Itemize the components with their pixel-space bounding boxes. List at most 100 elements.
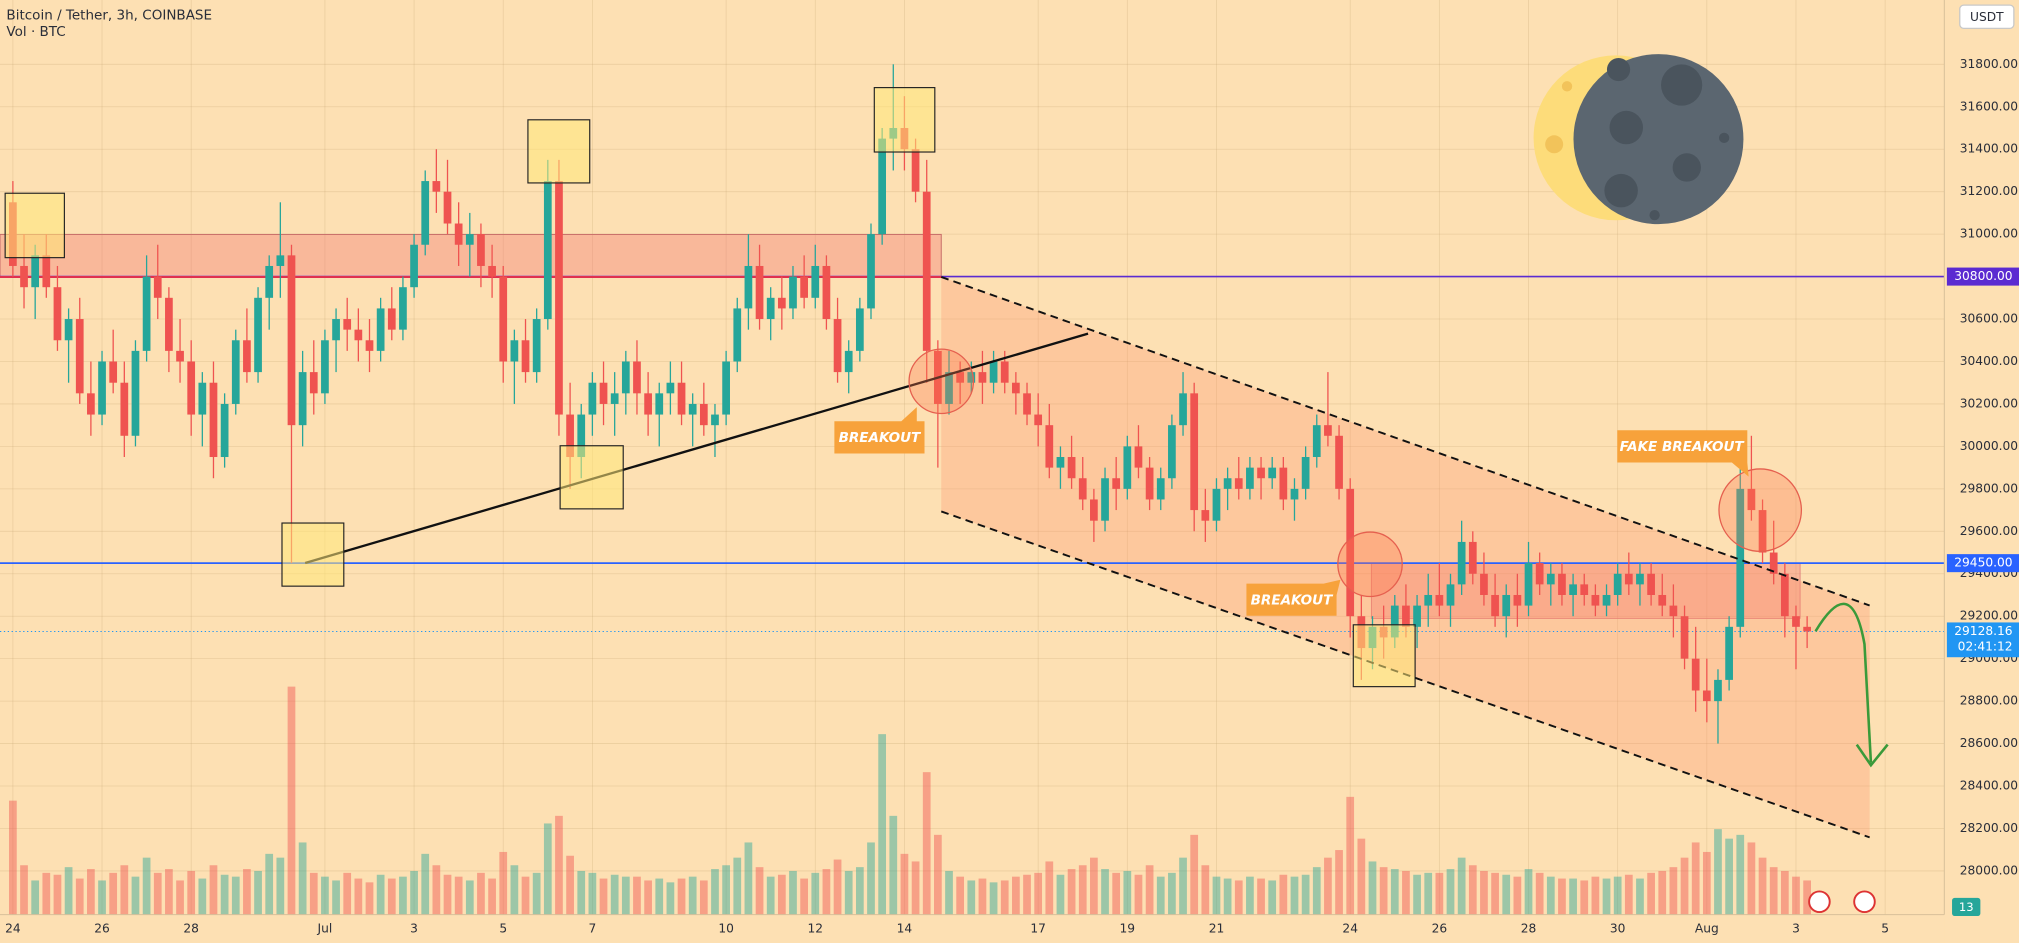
x-tick-label: 28 xyxy=(1521,921,1537,935)
crater xyxy=(1609,110,1644,145)
event-icon[interactable] xyxy=(1808,890,1831,914)
grid xyxy=(0,0,1945,915)
candle-body xyxy=(543,181,552,320)
candle-body xyxy=(610,393,619,404)
candle-body xyxy=(1056,457,1065,468)
candle-body xyxy=(1168,425,1176,479)
candle-body xyxy=(867,234,875,309)
candle-body xyxy=(75,319,84,394)
volume-bar xyxy=(1012,876,1020,915)
box xyxy=(873,87,936,153)
candle-body xyxy=(1580,584,1589,595)
event-icon[interactable] xyxy=(1853,890,1876,914)
candle-body xyxy=(298,372,307,426)
volume-bar xyxy=(1000,880,1009,915)
y-tick-label: 30000.00 xyxy=(1960,439,2018,453)
currency-box[interactable] xyxy=(1959,4,2015,29)
box xyxy=(1352,624,1416,688)
candle-body xyxy=(1769,552,1778,574)
volume-bar xyxy=(699,880,708,915)
candle-body xyxy=(87,393,95,415)
volume-bar xyxy=(811,872,820,915)
candle-body xyxy=(1078,478,1087,500)
candle-body xyxy=(1535,563,1544,585)
volume-bar xyxy=(1324,857,1332,915)
volume-bar xyxy=(1379,867,1388,915)
candle-body xyxy=(1190,393,1199,511)
circle xyxy=(1718,468,1803,553)
volume-bar xyxy=(789,870,797,915)
candle-body xyxy=(1636,573,1644,585)
volume-bar xyxy=(521,876,530,915)
crater xyxy=(1561,81,1573,92)
crater xyxy=(1606,57,1631,82)
volume-bar xyxy=(900,853,909,915)
volume-bar xyxy=(276,857,285,915)
y-tick-label: 31000.00 xyxy=(1960,227,2018,241)
volume-bar xyxy=(1246,876,1254,915)
moon-icon xyxy=(1533,54,1744,225)
volume-bar xyxy=(1736,834,1745,915)
volume-bar xyxy=(1290,876,1299,915)
candle-body xyxy=(844,350,853,373)
candle-body xyxy=(131,350,140,436)
price-label: 29450.00 xyxy=(1954,556,2012,570)
candle-body xyxy=(1301,457,1310,489)
volume-bar xyxy=(1680,857,1689,915)
volume-bar xyxy=(432,865,441,915)
channel-top xyxy=(940,276,1870,607)
crater xyxy=(1672,153,1701,182)
volume-bar xyxy=(633,876,641,915)
candle-body xyxy=(922,191,931,351)
volume-bar xyxy=(655,878,664,915)
candle-body xyxy=(1602,594,1611,606)
volume-bar xyxy=(1758,857,1767,915)
candle-body xyxy=(521,340,530,373)
candle-body xyxy=(187,361,196,415)
volume-bar xyxy=(298,842,307,915)
volume-bar xyxy=(1591,876,1600,915)
candle-body xyxy=(254,297,262,373)
candle-body xyxy=(644,393,652,415)
circle xyxy=(908,348,975,415)
volume-bar xyxy=(1067,869,1076,915)
candle-body xyxy=(1000,361,1009,383)
x-tick-label: 3 xyxy=(1792,921,1800,935)
candle-body xyxy=(64,319,73,341)
candle-body xyxy=(287,255,296,426)
candle-body xyxy=(733,308,742,362)
arrow xyxy=(1814,602,1873,763)
moon-dark xyxy=(1573,54,1744,225)
candle-body xyxy=(1480,573,1488,595)
volume-bar xyxy=(911,861,920,915)
candle-body xyxy=(443,191,452,224)
candle-body xyxy=(31,255,40,288)
candle-body xyxy=(120,382,129,436)
volume-bar xyxy=(376,874,385,915)
y-tick-label: 28200.00 xyxy=(1960,821,2018,835)
chart-title: Bitcoin / Tether, 3h, COINBASE xyxy=(6,7,212,23)
currency[interactable]: USDT xyxy=(1970,10,2004,24)
volume-bar xyxy=(722,865,730,915)
boxes xyxy=(4,87,1416,688)
candle-body xyxy=(1468,541,1477,574)
volume-bar xyxy=(610,874,619,915)
candle-body xyxy=(1725,626,1733,680)
volume-bar xyxy=(1413,874,1421,915)
candle-body xyxy=(1613,573,1622,595)
volume-bar xyxy=(621,876,630,915)
candle-body xyxy=(1346,488,1355,617)
x-tick-label: 19 xyxy=(1120,921,1136,935)
crater xyxy=(1661,64,1703,106)
box xyxy=(281,522,345,587)
volume-bar xyxy=(75,878,84,915)
volume-bar xyxy=(1792,876,1800,915)
volume-bar xyxy=(744,842,753,915)
volume-bar xyxy=(1446,869,1455,915)
candle-body xyxy=(488,265,496,277)
candle-body xyxy=(1736,488,1745,627)
candle-body xyxy=(677,382,686,415)
candle-body xyxy=(421,181,430,245)
